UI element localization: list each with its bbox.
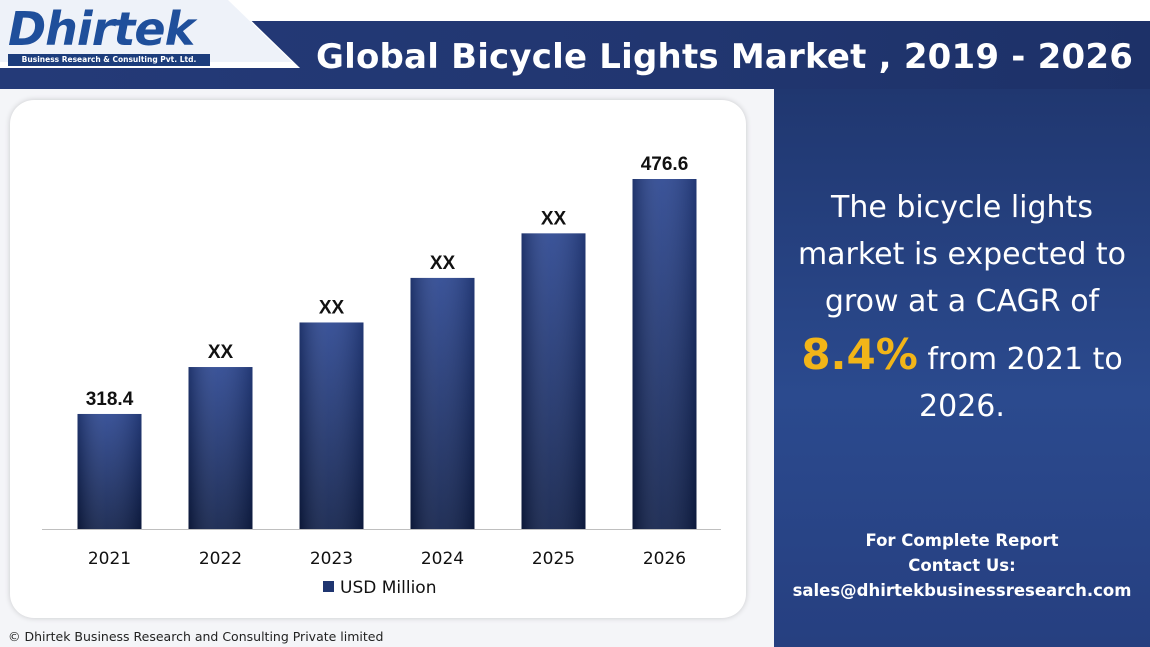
x-tick-2024: 2024 <box>421 549 464 569</box>
copyright-notice: © Dhirtek Business Research and Consulti… <box>8 629 384 644</box>
contact-block: For Complete Report Contact Us: sales@dh… <box>774 528 1150 603</box>
summary-line-4: 8.4% from 2021 to <box>774 331 1150 383</box>
summary-line-2: market is expected to <box>797 237 1127 272</box>
summary-line-1: The bicycle lights <box>831 190 1093 225</box>
dhirtek-logo: Dhirtek Business Research & Consulting P… <box>0 0 300 75</box>
cagr-summary: The bicycle lights market is expected to… <box>774 184 1150 430</box>
x-tick-2025: 2025 <box>532 549 575 569</box>
x-tick-2021: 2021 <box>88 549 131 569</box>
data-label-2025: XX <box>541 208 567 229</box>
contact-label: Contact Us: <box>908 556 1016 575</box>
logo-wordmark: Dhirtek <box>8 2 195 56</box>
logo-backdrop <box>0 0 300 68</box>
bar-shading-2023 <box>299 322 364 529</box>
bar-shading-2025 <box>521 233 586 530</box>
logo-tagline: Business Research & Consulting Pvt. Ltd. <box>8 54 210 66</box>
summary-panel <box>774 89 1150 647</box>
page-title: Global Bicycle Lights Market , 2019 - 20… <box>316 37 1134 77</box>
x-tick-2026: 2026 <box>643 549 686 569</box>
data-label-2026: 476.6 <box>641 154 689 175</box>
contact-heading: For Complete Report <box>865 531 1059 550</box>
data-label-2023: XX <box>319 297 345 318</box>
x-tick-2022: 2022 <box>199 549 242 569</box>
bar-shading-2024 <box>410 277 475 529</box>
bar-chart: 318.4 2021 XX 2022 XX 2023 XX 2024 XX 2025 476.6 20… <box>10 100 746 618</box>
bar-shading-2022 <box>188 367 253 529</box>
bar-shading-2021 <box>77 413 142 529</box>
x-tick-2023: 2023 <box>310 549 353 569</box>
bar-chart-svg: 318.4 2021 XX 2022 XX 2023 XX 2024 XX 2025 476.6 20… <box>42 154 721 598</box>
bar-shading-2026 <box>632 179 697 529</box>
summary-line-3: grow at a CAGR of <box>824 284 1100 319</box>
chart-card <box>10 100 746 618</box>
cagr-value: 8.4% <box>801 330 918 379</box>
legend-label: USD Million <box>340 578 436 598</box>
data-label-2024: XX <box>430 253 456 274</box>
data-label-2022: XX <box>208 342 234 363</box>
legend-swatch <box>323 581 334 592</box>
contact-email[interactable]: sales@dhirtekbusinessresearch.com <box>792 581 1132 600</box>
summary-line-4-suffix: from 2021 to <box>917 342 1123 377</box>
data-label-2021: 318.4 <box>86 389 134 410</box>
summary-line-5: 2026. <box>919 389 1005 424</box>
